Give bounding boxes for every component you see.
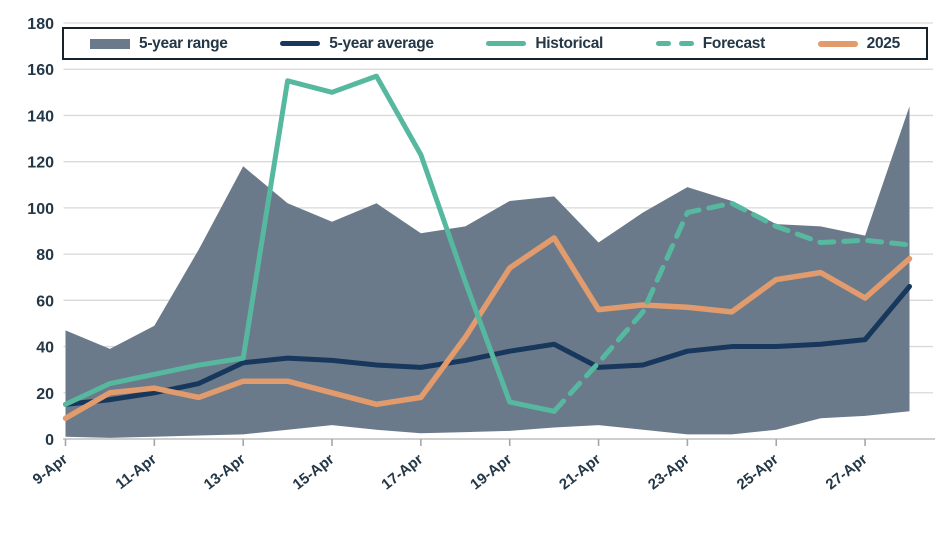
legend-label-historical: Historical — [535, 34, 604, 52]
y-tick-label: 100 — [27, 201, 54, 218]
x-tick-label: 23-Apr — [645, 451, 693, 494]
line-2025-swatch-icon — [817, 40, 858, 47]
five-year-range-band — [65, 106, 910, 438]
legend-label-5-year-average: 5-year average — [329, 34, 434, 52]
x-tick-label: 19-Apr — [467, 451, 515, 494]
legend-label-forecast: Forecast — [702, 34, 766, 52]
five-year-range-swatch-icon — [90, 38, 130, 49]
x-tick-label: 11-Apr — [113, 451, 160, 493]
legend-item-5-year-average: 5-year average — [280, 34, 434, 53]
2025-line — [62, 235, 913, 421]
5-year-average-line — [63, 283, 912, 407]
x-tick-label: 17-Apr — [378, 451, 426, 494]
y-tick-label: 160 — [27, 62, 54, 79]
historical-line — [63, 73, 557, 414]
legend-label-5-year-range: 5-year range — [139, 34, 228, 52]
y-tick-label: 140 — [27, 108, 54, 125]
y-tick-label: 80 — [36, 247, 54, 264]
y-tick-label: 40 — [36, 340, 54, 357]
y-tick-label: 180 — [27, 16, 54, 33]
x-tick-label: 9-Apr — [30, 451, 71, 489]
x-tick-label: 13-Apr — [201, 451, 249, 494]
y-tick-label: 20 — [36, 386, 54, 403]
legend-item-forecast: Forecast — [655, 34, 766, 53]
forecast-swatch-icon — [655, 41, 694, 46]
legend-item-historical: Historical — [486, 35, 603, 53]
five-year-average-swatch-icon — [280, 41, 321, 46]
y-tick-label: 120 — [27, 155, 54, 172]
y-tick-label: 0 — [45, 432, 54, 449]
x-tick-label: 25-Apr — [734, 451, 782, 494]
historical-swatch-icon — [486, 41, 527, 46]
legend-item-2025: 2025 — [817, 34, 901, 53]
legend-label-2025: 2025 — [866, 34, 901, 52]
x-tick-label: 15-Apr — [290, 451, 338, 494]
x-tick-label: 27-Apr — [823, 451, 871, 494]
legend: 5-year range 5-year average Historical F… — [62, 27, 928, 60]
y-tick-label: 60 — [36, 293, 54, 310]
forecast-line — [551, 200, 912, 414]
legend-item-5-year-range: 5-year range — [90, 35, 228, 53]
x-tick-label: 21-Apr — [556, 451, 604, 494]
